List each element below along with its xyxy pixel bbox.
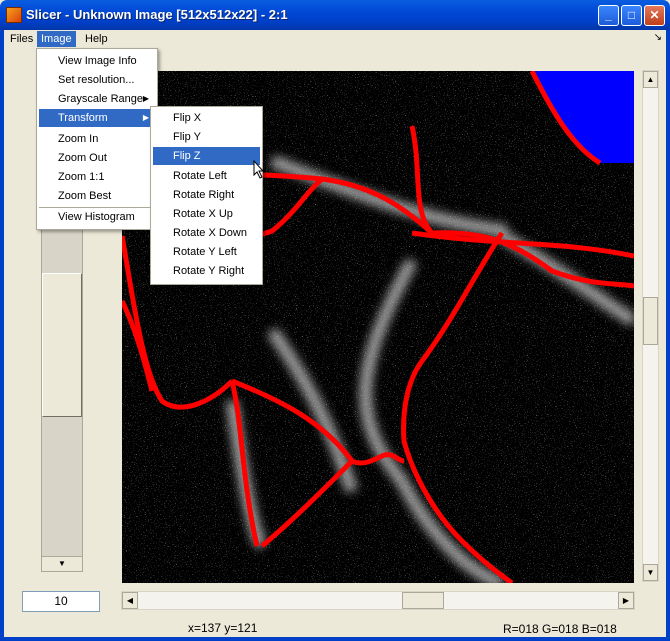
scroll-right-arrow-icon[interactable]: ▶ bbox=[618, 592, 634, 609]
pixel-rgb-value: R=018 G=018 B=018 bbox=[503, 622, 617, 636]
menu-item-rotate-right[interactable]: Rotate Right bbox=[153, 186, 260, 204]
transform-submenu: Flip X Flip Y Flip Z Rotate Left Rotate … bbox=[150, 106, 263, 285]
menu-item-flip-x[interactable]: Flip X bbox=[153, 109, 260, 127]
mouse-cursor-icon bbox=[253, 160, 265, 179]
window-border-left bbox=[0, 30, 4, 641]
menu-item-zoom-in[interactable]: Zoom In bbox=[39, 130, 155, 148]
menu-item-label: Rotate X Up bbox=[173, 208, 233, 220]
menu-item-label: Flip Y bbox=[173, 131, 201, 143]
window-border-right bbox=[666, 30, 670, 641]
menu-item-rotate-x-down[interactable]: Rotate X Down bbox=[153, 224, 260, 242]
menu-item-transform[interactable]: Transform ▶ bbox=[39, 109, 155, 127]
menu-item-zoom-1-1[interactable]: Zoom 1:1 bbox=[39, 168, 155, 186]
slice-number-input[interactable]: 10 bbox=[22, 591, 100, 612]
window-border-bottom bbox=[0, 637, 670, 641]
menu-item-label: Rotate Right bbox=[173, 189, 235, 201]
dock-arrow-icon[interactable]: ↘ bbox=[653, 32, 662, 43]
horizontal-scrollbar[interactable]: ◀ ▶ bbox=[121, 591, 635, 610]
menu-item-zoom-out[interactable]: Zoom Out bbox=[39, 149, 155, 167]
menu-item-label: Zoom Out bbox=[58, 152, 107, 164]
menu-item-label: Zoom 1:1 bbox=[58, 171, 105, 183]
image-menu-dropdown: View Image Info Set resolution... Graysc… bbox=[36, 48, 158, 230]
submenu-arrow-icon: ▶ bbox=[142, 94, 149, 103]
menu-item-flip-z[interactable]: Flip Z bbox=[153, 147, 260, 165]
menu-item-label: Flip Z bbox=[173, 150, 201, 162]
vertical-scrollbar[interactable]: ▲ ▼ bbox=[642, 70, 659, 582]
menu-item-label: Rotate X Down bbox=[173, 227, 247, 239]
vertical-scroll-thumb[interactable] bbox=[643, 297, 658, 345]
submenu-arrow-icon: ▶ bbox=[142, 113, 149, 122]
slice-slider[interactable]: ▼ bbox=[41, 200, 83, 572]
menu-item-label: Rotate Left bbox=[173, 170, 227, 182]
menu-item-view-image-info[interactable]: View Image Info bbox=[39, 52, 155, 70]
scroll-left-arrow-icon[interactable]: ◀ bbox=[122, 592, 138, 609]
window-title: Slicer - Unknown Image [512x512x22] - 2:… bbox=[26, 7, 288, 22]
menu-item-rotate-x-up[interactable]: Rotate X Up bbox=[153, 205, 260, 223]
menu-item-label: Grayscale Range bbox=[58, 93, 143, 105]
menu-item-label: Set resolution... bbox=[58, 74, 135, 86]
menu-item-grayscale-range[interactable]: Grayscale Range ▶ bbox=[39, 90, 155, 108]
menu-item-set-resolution[interactable]: Set resolution... bbox=[39, 71, 155, 89]
menu-item-zoom-best[interactable]: Zoom Best bbox=[39, 187, 155, 205]
slice-slider-thumb[interactable] bbox=[42, 273, 82, 417]
cursor-coordinates: x=137 y=121 bbox=[188, 621, 258, 635]
menu-item-flip-y[interactable]: Flip Y bbox=[153, 128, 260, 146]
matlab-app-icon bbox=[6, 7, 22, 23]
menu-image[interactable]: Image bbox=[37, 31, 76, 47]
scroll-down-arrow-icon[interactable]: ▼ bbox=[643, 564, 658, 581]
menu-help[interactable]: Help bbox=[85, 33, 108, 45]
menu-item-label: View Histogram bbox=[58, 211, 135, 223]
menu-item-label: Zoom In bbox=[58, 133, 99, 145]
menu-item-label: Flip X bbox=[173, 112, 202, 124]
scroll-up-arrow-icon[interactable]: ▲ bbox=[643, 71, 658, 88]
close-icon[interactable]: ✕ bbox=[644, 5, 665, 26]
menu-item-rotate-y-right[interactable]: Rotate Y Right bbox=[153, 262, 260, 280]
menu-item-label: Transform bbox=[58, 112, 108, 124]
menu-item-rotate-y-left[interactable]: Rotate Y Left bbox=[153, 243, 260, 261]
blue-region bbox=[532, 71, 634, 163]
horizontal-scroll-thumb[interactable] bbox=[402, 592, 444, 609]
menu-item-view-histogram[interactable]: View Histogram bbox=[39, 208, 155, 226]
maximize-icon[interactable]: □ bbox=[621, 5, 642, 26]
menu-files[interactable]: Files bbox=[10, 33, 34, 45]
menu-item-label: Zoom Best bbox=[58, 190, 112, 202]
menu-item-label: Rotate Y Right bbox=[173, 265, 245, 277]
slider-down-arrow-icon[interactable]: ▼ bbox=[42, 556, 82, 571]
menu-separator bbox=[39, 207, 155, 208]
menu-item-rotate-left[interactable]: Rotate Left bbox=[153, 167, 260, 185]
title-bar[interactable]: Slicer - Unknown Image [512x512x22] - 2:… bbox=[0, 0, 670, 30]
minimize-icon[interactable]: _ bbox=[598, 5, 619, 26]
menu-item-label: View Image Info bbox=[58, 55, 137, 67]
menu-bar: Files Image Help ↘ bbox=[4, 30, 666, 48]
menu-item-label: Rotate Y Left bbox=[173, 246, 237, 258]
